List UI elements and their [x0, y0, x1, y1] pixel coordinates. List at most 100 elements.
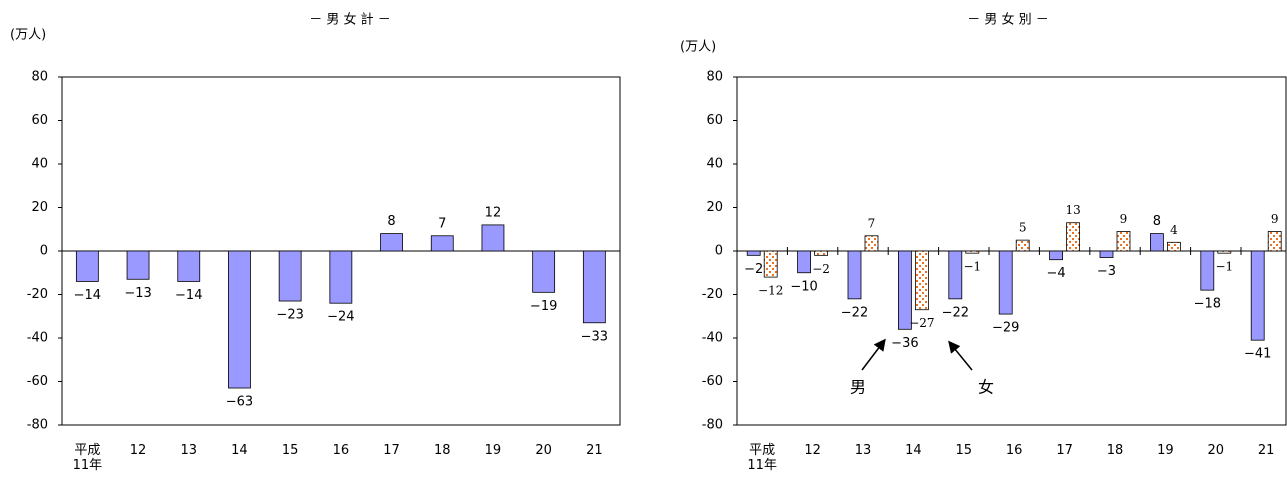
data-label: 5: [1019, 221, 1027, 235]
x-tick-label: 16: [332, 443, 350, 458]
y-unit: (万人): [10, 28, 46, 43]
bar: [1167, 241, 1181, 252]
bar: [746, 250, 761, 256]
bar: [481, 224, 505, 252]
y-tick-label: -20: [27, 287, 48, 302]
bar: [228, 250, 251, 389]
bar: [797, 250, 811, 274]
y-tick-label: 60: [31, 113, 48, 128]
arrow: [948, 340, 973, 371]
series-annotation: 男: [850, 378, 866, 397]
x-tick-label: 15: [955, 443, 973, 458]
bar: [1015, 239, 1030, 252]
data-label: −2: [744, 262, 763, 277]
x-tick-label: 21: [1257, 443, 1275, 458]
y-tick-label: 40: [31, 157, 48, 172]
x-tick-label: 13: [180, 443, 198, 458]
bar: [329, 250, 353, 304]
data-label: −4: [1047, 266, 1066, 281]
data-label: 12: [485, 205, 502, 220]
y-tick-label: 20: [706, 200, 723, 215]
y-tick-label: 20: [31, 200, 48, 215]
y-tick-label: -20: [702, 287, 723, 302]
data-label: −1: [1215, 260, 1233, 274]
bar: [763, 250, 778, 278]
data-label: −13: [124, 286, 151, 301]
bar: [864, 235, 879, 252]
bar: [847, 250, 862, 300]
bar: [965, 250, 980, 254]
arrow: [861, 338, 886, 371]
bar: [998, 250, 1013, 315]
y-tick-label: -60: [27, 374, 48, 389]
data-label: 9: [1120, 212, 1128, 226]
x-tick-label: 19: [1157, 443, 1174, 458]
data-label: 7: [438, 216, 446, 231]
data-label: −3: [1097, 264, 1116, 279]
data-label: −2: [812, 262, 830, 276]
x-tick-label: 14: [231, 443, 248, 458]
bar: [915, 250, 929, 311]
x-tick-label: 20: [535, 443, 552, 458]
x-tick-label: 12: [804, 443, 821, 458]
bar: [177, 250, 201, 282]
data-label: 8: [387, 214, 395, 229]
y-tick-label: -40: [27, 331, 48, 346]
bar: [1200, 250, 1215, 291]
bar: [898, 250, 912, 330]
data-label: 4: [1170, 223, 1178, 237]
x-tick-label: 18: [1106, 443, 1124, 458]
bar: [380, 233, 403, 252]
data-label: −24: [327, 310, 354, 325]
x-tick-label: 20: [1207, 443, 1225, 458]
bar: [1267, 231, 1282, 252]
x-tick-label: 18: [433, 443, 451, 458]
data-label: −27: [909, 316, 934, 330]
series-annotation: 女: [978, 378, 994, 397]
x-tick-label: 17: [383, 443, 400, 458]
bar: [430, 235, 454, 252]
y-tick-label: 80: [706, 70, 723, 85]
data-label: 9: [1271, 212, 1279, 226]
bar: [532, 250, 556, 293]
y-tick-label: 80: [31, 70, 48, 85]
chart-title: － 男 女 計 －: [309, 12, 391, 28]
data-label: −22: [841, 305, 868, 320]
x-tick-label: 13: [854, 443, 872, 458]
bar: [1217, 250, 1232, 254]
bar: [582, 250, 606, 324]
bar: [1150, 233, 1164, 252]
data-label: −33: [581, 329, 608, 344]
bar: [1250, 250, 1265, 341]
bar: [1099, 250, 1114, 258]
bar: [1066, 222, 1080, 252]
y-tick-label: -60: [702, 374, 723, 389]
data-label: 8: [1153, 214, 1161, 229]
bar: [948, 250, 963, 300]
data-label: 13: [1065, 203, 1080, 217]
data-label: −19: [530, 299, 557, 314]
y-tick-label: 60: [706, 113, 723, 128]
data-label: −63: [226, 395, 253, 410]
x-tick-label: 21: [586, 443, 603, 458]
bar: [1116, 231, 1131, 252]
y-tick-label: -80: [27, 418, 48, 433]
x-tick-label: 15: [281, 443, 299, 458]
data-label: −29: [992, 321, 1019, 336]
data-label: −23: [276, 308, 303, 323]
data-label: −1: [963, 260, 981, 274]
bar: [126, 250, 150, 280]
bar: [1049, 250, 1063, 261]
bar: [814, 250, 828, 256]
y-tick-label: -80: [702, 418, 723, 433]
chart-title: － 男 女 別 －: [967, 12, 1049, 28]
y-tick-label: -40: [702, 331, 723, 346]
data-label: −41: [1244, 347, 1271, 362]
x-tick-label: 14: [905, 443, 922, 458]
y-unit: (万人): [680, 40, 716, 55]
x-tick-label: 平成 11年: [72, 443, 103, 473]
bar: [75, 250, 99, 282]
data-label: −14: [175, 288, 202, 303]
data-label: −36: [891, 336, 918, 351]
